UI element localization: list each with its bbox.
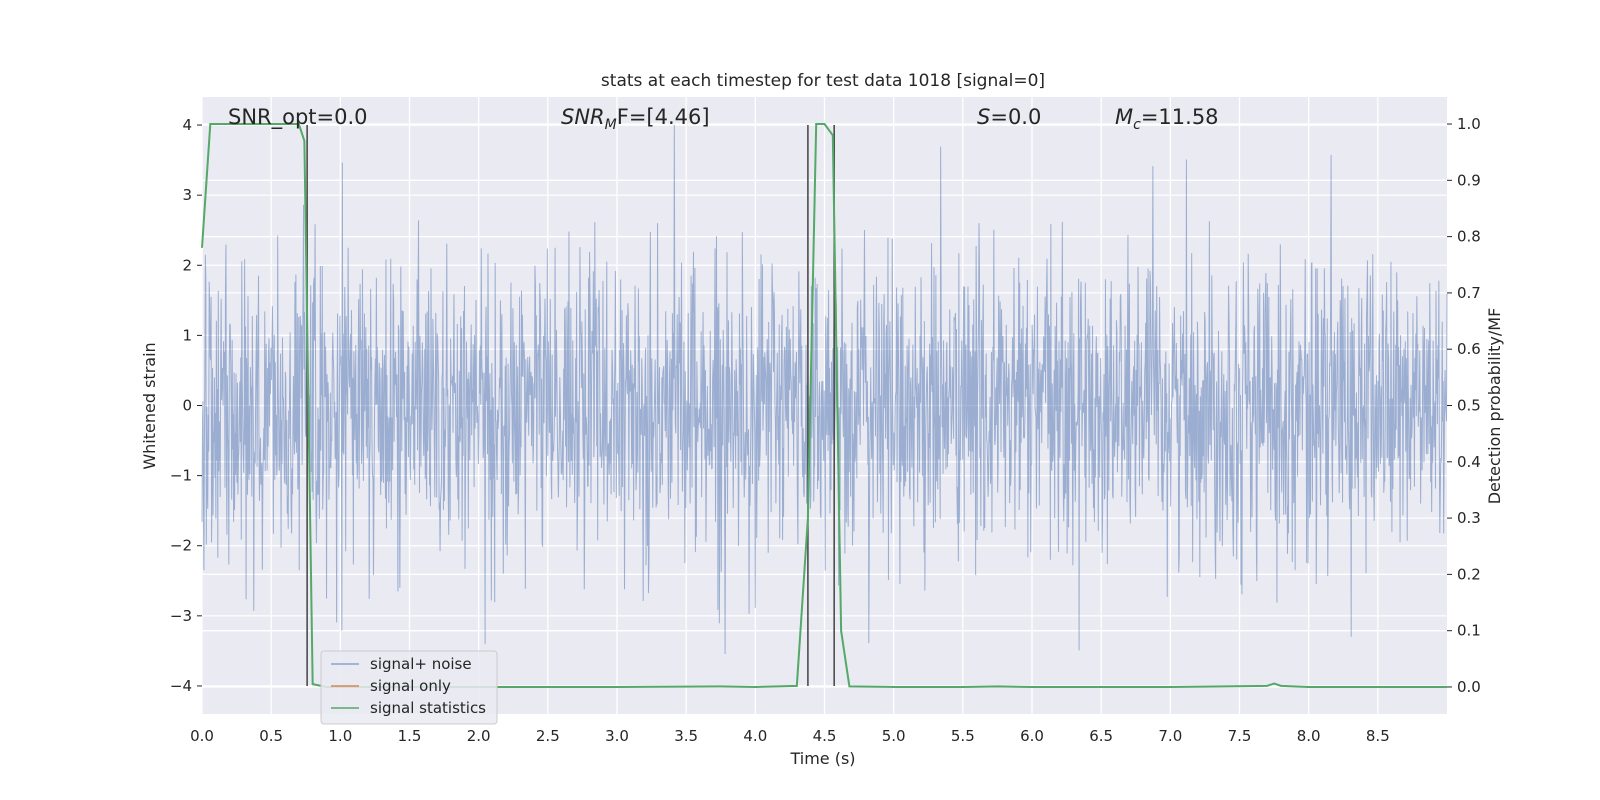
y-tick-label: 3 <box>182 186 192 204</box>
y-tick-label: −2 <box>170 537 192 555</box>
y-tick-label: −1 <box>170 467 192 485</box>
legend-label-signal-statistics: signal statistics <box>370 699 486 717</box>
x-tick-label: 5.0 <box>882 727 906 745</box>
y-right-tick-label: 0.8 <box>1457 228 1481 246</box>
y-right-tick-label: 1.0 <box>1457 115 1481 133</box>
legend: signal+ noise signal only signal statist… <box>320 650 498 725</box>
x-tick-label: 7.0 <box>1158 727 1182 745</box>
annotation-snr-mf-rest: F=[4.46] <box>617 105 710 129</box>
x-tick-label: 7.5 <box>1228 727 1252 745</box>
annotation-snr-mf: SNRMF=[4.46] <box>561 105 710 133</box>
x-tick-label: 1.0 <box>328 727 352 745</box>
x-tick-label: 3.5 <box>674 727 698 745</box>
y-tick-label: 0 <box>182 397 192 415</box>
annotation-s: S=0.0 <box>977 105 1041 129</box>
signal-noise-series <box>201 125 1448 654</box>
x-tick-label: 8.0 <box>1297 727 1321 745</box>
y-tick-label: −4 <box>170 677 192 695</box>
x-tick-label: 5.5 <box>951 727 975 745</box>
y-right-tick-label: 0.2 <box>1457 565 1481 583</box>
x-tick-label: 6.0 <box>1020 727 1044 745</box>
y-right-tick-label: 0.6 <box>1457 340 1481 358</box>
annotation-mc-sub: c <box>1133 117 1141 133</box>
annotation-mc-name: M <box>1115 105 1133 129</box>
x-tick-label: 4.0 <box>743 727 767 745</box>
annotation-mc-rest: =11.58 <box>1141 105 1219 129</box>
annotation-snr-mf-name: SNR <box>561 105 605 129</box>
series-line-signal-statistics <box>201 123 1447 688</box>
y-right-tick-label: 0.3 <box>1457 509 1481 527</box>
x-tick-label: 1.5 <box>398 727 422 745</box>
y-tick-label: 4 <box>182 116 192 134</box>
legend-label-signal-noise: signal+ noise <box>370 655 472 673</box>
x-tick-label: 3.0 <box>605 727 629 745</box>
x-tick-label: 6.5 <box>1089 727 1113 745</box>
x-tick-label: 0.0 <box>190 727 214 745</box>
series-line-signal-noise <box>201 125 1448 654</box>
y-right-tick-label: 0.5 <box>1457 397 1481 415</box>
legend-label-signal-only: signal only <box>370 677 451 695</box>
y-axis-right-ticks: 1.0 0.9 0.8 0.7 0.6 0.5 0.4 0.3 0.2 0.1 0.0 <box>1447 115 1481 696</box>
annotation-snr-opt: SNR_opt=0.0 <box>228 105 368 130</box>
y-axis-right-label: Detection probability/MF <box>1485 308 1504 505</box>
x-tick-label: 8.5 <box>1366 727 1390 745</box>
x-tick-label: 0.5 <box>259 727 283 745</box>
y-right-tick-label: 0.9 <box>1457 171 1481 189</box>
x-tick-label: 2.5 <box>536 727 560 745</box>
x-axis-ticks: 0.0 0.5 1.0 1.5 2.0 2.5 3.0 3.5 4.0 4.5 5.0 5.5 6.0 6… <box>190 727 1390 745</box>
signal-statistics-series <box>201 123 1447 688</box>
x-tick-label: 4.5 <box>813 727 837 745</box>
y-right-tick-label: 0.7 <box>1457 284 1481 302</box>
y-tick-label: 1 <box>182 326 192 344</box>
y-right-tick-label: 0.0 <box>1457 678 1481 696</box>
y-tick-label: −3 <box>170 607 192 625</box>
y-right-tick-label: 0.4 <box>1457 453 1481 471</box>
annotation-snr-mf-sub: M <box>605 117 617 133</box>
annotation-mc: Mc=11.58 <box>1115 105 1219 133</box>
annotation-s-rest: =0.0 <box>990 105 1041 129</box>
y-right-tick-label: 0.1 <box>1457 622 1481 640</box>
x-tick-label: 2.0 <box>467 727 491 745</box>
x-axis-label: Time (s) <box>789 749 855 768</box>
chart-title: stats at each timestep for test data 101… <box>601 71 1045 91</box>
annotation-s-name: S <box>977 105 990 129</box>
y-axis-left-ticks: 4 3 2 1 0 −1 −2 −3 −4 <box>170 116 202 695</box>
y-axis-label: Whitened strain <box>140 342 159 469</box>
y-tick-label: 2 <box>182 256 192 274</box>
legend-box <box>320 650 498 725</box>
